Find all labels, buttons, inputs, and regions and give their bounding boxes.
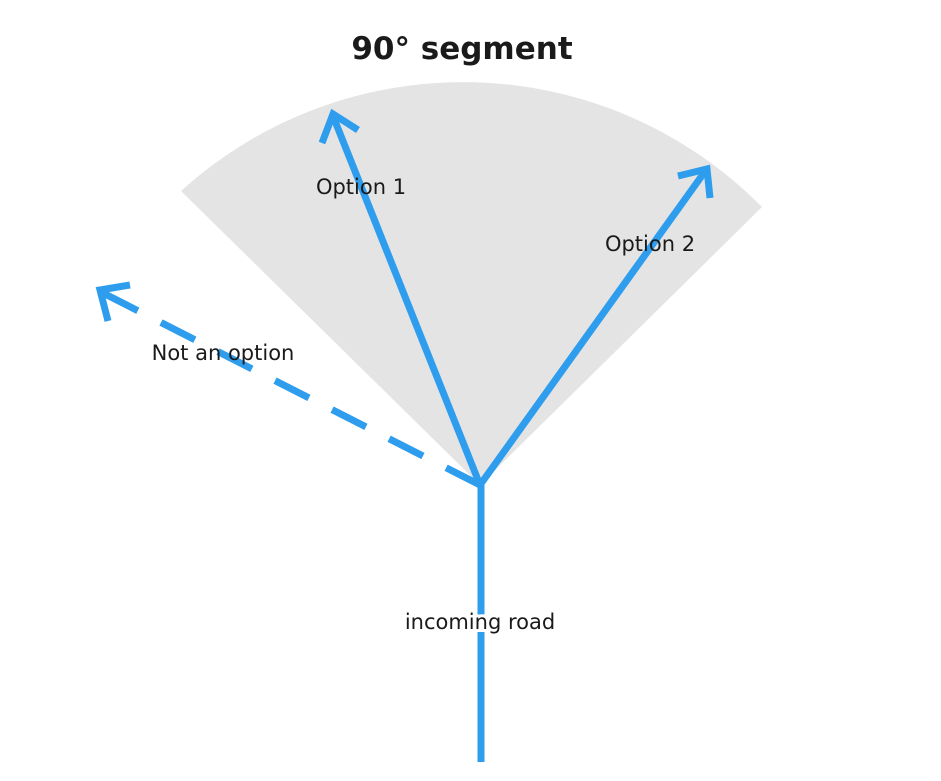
option-1-arrowhead bbox=[318, 108, 360, 145]
option-2-road bbox=[477, 167, 709, 488]
diagram-title: 90° segment bbox=[351, 31, 572, 67]
option-2-label: Option 2 bbox=[605, 232, 695, 256]
segment-sector bbox=[181, 82, 762, 485]
option-1-road bbox=[329, 114, 484, 487]
option-1-label: Option 1 bbox=[316, 175, 406, 199]
not-an-option-label: Not an option bbox=[152, 341, 295, 365]
not-an-option-arrowhead bbox=[95, 281, 131, 322]
option-2-arrowhead bbox=[677, 164, 714, 199]
incoming-road-label: incoming road bbox=[405, 610, 555, 634]
not-an-option-road bbox=[101, 289, 482, 489]
